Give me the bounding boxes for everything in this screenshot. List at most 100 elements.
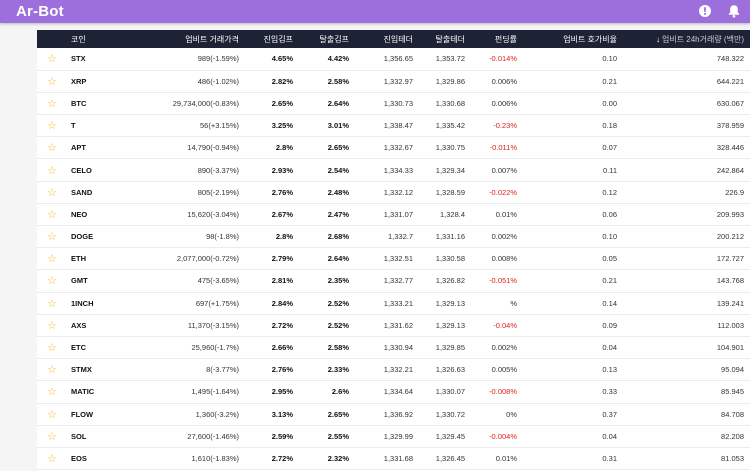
favorite-star-icon[interactable]: ☆ [47,208,57,221]
coin-name: NEO [71,209,88,219]
header-kimp-out[interactable]: 탈출김프 [319,34,349,44]
kimp-in-cell: 2.82% [271,76,293,86]
header-price[interactable]: 업비트 거래가격 [185,34,239,44]
favorite-star-icon[interactable]: ☆ [47,120,57,133]
favorite-star-icon[interactable]: ☆ [47,275,57,288]
favorite-star-icon[interactable]: ☆ [47,97,57,110]
coin-name: FLOW [71,409,94,419]
kimp-in-cell: 2.59% [271,431,293,441]
table-row[interactable]: ☆ MATIC 1,495(-1.64%) 2.95% 2.6% 1,334.64 1,33… [37,381,750,403]
tether-out-cell: 1,329.86 [435,76,465,86]
funding-cell: -0.011% [489,143,517,153]
price-cell: 475(-3.65%) [197,276,239,286]
tether-out-cell: 1,329.34 [435,165,465,175]
coin-name: SOL [71,431,87,441]
alert-circle-icon[interactable] [697,3,713,19]
table-row[interactable]: ☆ ETC 25,960(-1.7%) 2.66% 2.58% 1,330.94 1,329… [37,336,750,359]
table-row[interactable]: ☆ BTC 29,734,000(-0.83%) 2.65% 2.64% 1,330.73… [37,92,750,115]
table-row[interactable]: ☆ AXS 11,370(-3.15%) 2.72% 2.52% 1,331.62 1,32… [37,314,750,337]
coin-name: MATIC [71,387,95,397]
kimp-out-cell: 2.64% [327,98,349,108]
coin-name: DOGE [71,232,94,242]
kimp-out-cell: 2.58% [327,76,349,86]
ratio-cell: 0.37 [602,409,617,419]
header-tether-in[interactable]: 진입테더 [383,34,413,44]
favorite-star-icon[interactable]: ☆ [47,231,57,244]
ratio-cell: 0.05 [602,254,617,264]
price-cell: 98(-1.8%) [206,232,239,242]
tether-out-cell: 1,335.42 [435,121,465,131]
favorite-star-icon[interactable]: ☆ [47,297,57,310]
ratio-cell: 0.10 [602,54,617,64]
favorite-star-icon[interactable]: ☆ [47,408,57,421]
table-row[interactable]: ☆ CELO 890(-3.37%) 2.93% 2.54% 1,334.33 1,329.… [37,159,750,182]
tether-in-cell: 1,332.7 [387,232,413,242]
favorite-star-icon[interactable]: ☆ [47,452,57,465]
table-row[interactable]: ☆ SAND 805(-2.19%) 2.76% 2.48% 1,332.12 1,328.… [37,181,750,204]
table-row[interactable]: ☆ NEO 15,620(-3.04%) 2.67% 2.47% 1,331.07 1,32… [37,203,750,226]
tether-out-cell: 1,326.63 [435,365,465,375]
header-coin[interactable]: 코인 [71,34,86,44]
kimp-out-cell: 2.55% [327,431,349,441]
coin-name: T [71,121,76,131]
kimp-in-cell: 2.95% [271,387,293,397]
price-cell: 14,790(-0.94%) [187,143,239,153]
favorite-star-icon[interactable]: ☆ [47,186,57,199]
funding-cell: -0.008% [489,387,517,397]
kimp-out-cell: 2.65% [327,409,349,419]
header-volume[interactable]: ↓ 업비트 24h거래량 (백만) [623,30,750,48]
table-row[interactable]: ☆ FLOW 1,360(-3.2%) 3.13% 2.65% 1,336.92 1,330… [37,403,750,426]
header-tether-out[interactable]: 탈출테더 [435,34,465,44]
favorite-star-icon[interactable]: ☆ [47,142,57,155]
volume-cell: 95.094 [721,365,744,375]
ratio-cell: 0.33 [602,387,617,397]
ratio-cell: 0.06 [602,209,617,219]
favorite-star-icon[interactable]: ☆ [47,53,57,66]
volume-cell: 81.053 [721,453,744,463]
header-kimp-in[interactable]: 진입김프 [263,34,293,44]
header-ratio[interactable]: 업비트 호가비율 [563,34,617,44]
table-row[interactable]: ☆ STX 989(-1.59%) 4.65% 4.42% 1,356.65 1,353.7… [37,48,750,71]
table-row[interactable]: ☆ SOL 27,600(-1.46%) 2.59% 2.55% 1,329.99 1,32… [37,425,750,448]
volume-cell: 82.208 [721,431,744,441]
coin-name: 1INCH [71,298,94,308]
tether-in-cell: 1,331.07 [383,209,413,219]
tether-in-cell: 1,332.21 [383,365,413,375]
bell-icon[interactable] [726,3,742,19]
table-row[interactable]: ☆ ETH 2,077,000(-0.72%) 2.79% 2.64% 1,332.51 1… [37,248,750,270]
table-row[interactable]: ☆ APT 14,790(-0.94%) 2.8% 2.65% 1,332.67 1,330… [37,137,750,159]
favorite-star-icon[interactable]: ☆ [47,253,57,266]
table-row[interactable]: ☆ STMX 8(-3.77%) 2.76% 2.33% 1,332.21 1,326.63… [37,359,750,381]
table-row[interactable]: ☆ GMT 475(-3.65%) 2.81% 2.35% 1,332.77 1,326.8… [37,270,750,293]
table-row[interactable]: ☆ EOS 1,610(-1.83%) 2.72% 2.32% 1,331.68 1,326… [37,447,750,470]
table-row[interactable]: ☆ 1INCH 697(+1.75%) 2.84% 2.52% 1,333.21 1,329… [37,292,750,315]
ratio-cell: 0.12 [602,187,617,197]
favorite-star-icon[interactable]: ☆ [47,364,57,377]
kimp-in-cell: 3.13% [271,409,293,419]
kimp-in-cell: 2.76% [271,187,293,197]
table-row[interactable]: ☆ T 56(+3.15%) 3.25% 3.01% 1,338.47 1,335.42 -0… [37,115,750,137]
favorite-star-icon[interactable]: ☆ [47,386,57,399]
coin-name: SAND [71,187,93,197]
favorite-star-icon[interactable]: ☆ [47,430,57,443]
header-volume-label: 업비트 24h거래량 (백만) [661,34,744,44]
price-cell: 25,960(-1.7%) [191,343,239,353]
tether-out-cell: 1,329.85 [435,343,465,353]
table-row[interactable]: ☆ XRP 486(-1.02%) 2.82% 2.58% 1,332.97 1,329.8… [37,70,750,93]
tether-out-cell: 1,328.59 [435,187,465,197]
favorite-star-icon[interactable]: ☆ [47,342,57,355]
kimp-out-cell: 3.01% [327,121,349,131]
funding-cell: 0.008% [491,254,517,264]
favorite-star-icon[interactable]: ☆ [47,164,57,177]
funding-cell: -0.04% [493,320,517,330]
tether-out-cell: 1,330.75 [435,143,465,153]
table-row[interactable]: ☆ DOGE 98(-1.8%) 2.8% 2.68% 1,332.7 1,331.16 0.… [37,226,750,248]
kimp-table-panel: 코인 업비트 거래가격 진입김프 탈출김프 진입테더 탈출테더 펀딩률 업비트 … [37,30,750,471]
price-cell: 486(-1.02%) [197,76,239,86]
header-funding[interactable]: 펀딩률 [494,34,517,44]
favorite-star-icon[interactable]: ☆ [47,319,57,332]
tether-out-cell: 1,330.68 [435,98,465,108]
tether-out-cell: 1,326.82 [435,276,465,286]
kimp-out-cell: 2.35% [327,276,349,286]
favorite-star-icon[interactable]: ☆ [47,75,57,88]
